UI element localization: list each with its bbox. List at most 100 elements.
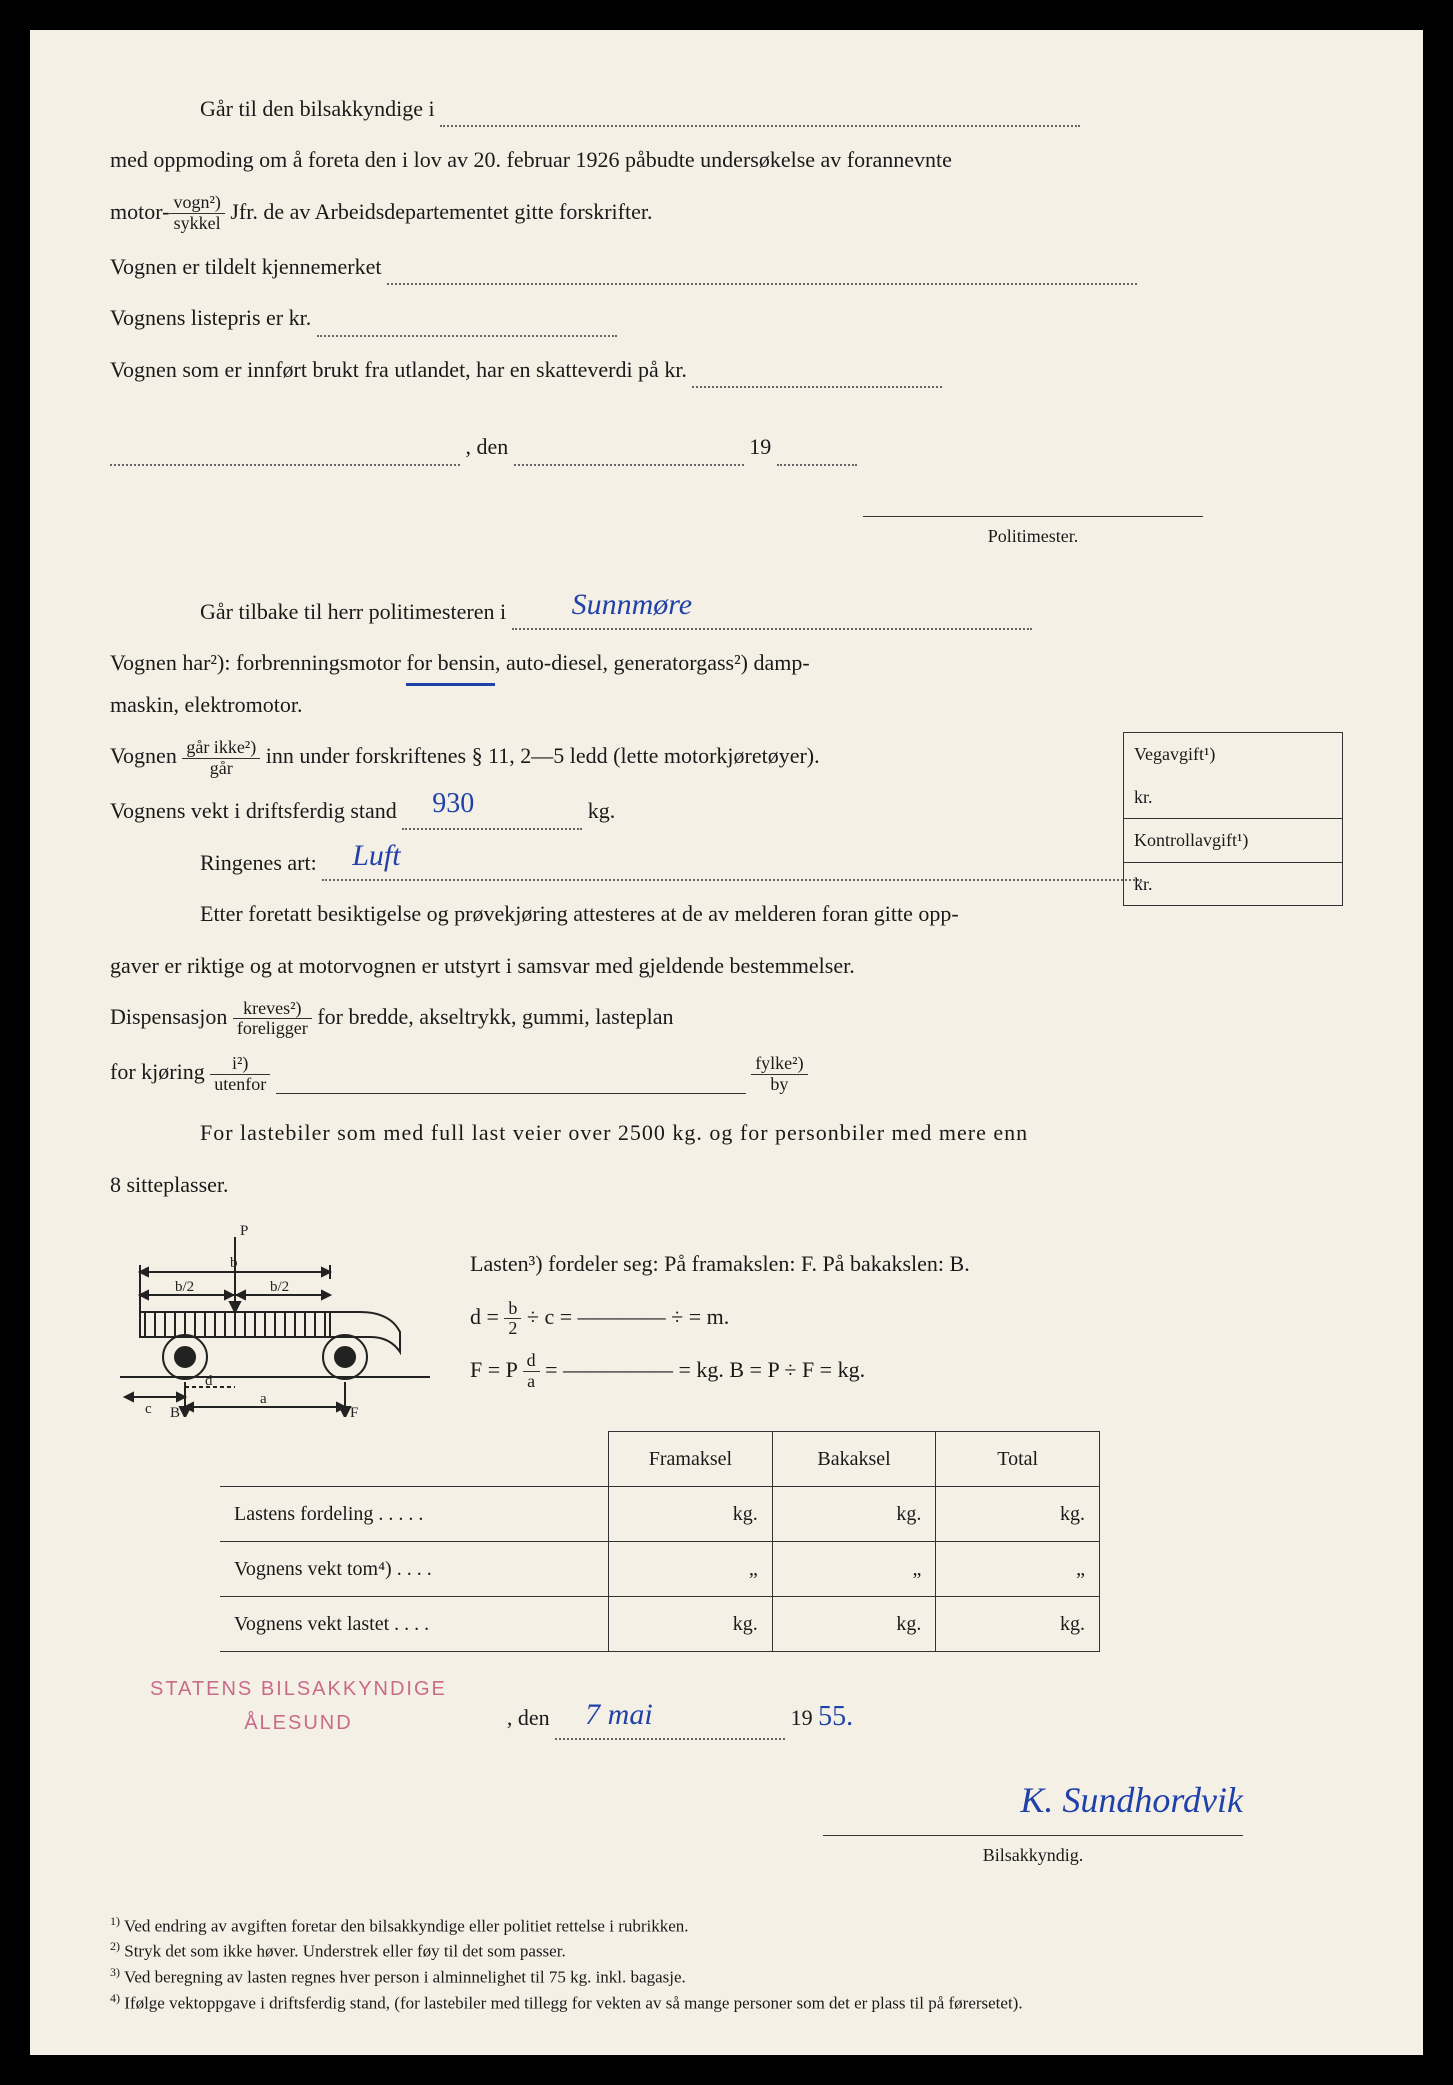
line-tilbake: Går tilbake til herr politimesteren i Su… xyxy=(110,593,1343,630)
date-line-2: , den 7 mai 19 55. xyxy=(507,1693,853,1741)
frac-top: d xyxy=(523,1351,540,1372)
frac-top: fylke²) xyxy=(751,1054,807,1075)
frac-top: går ikke²) xyxy=(182,738,260,759)
blank-ringene[interactable]: Luft xyxy=(322,857,1142,881)
text: for kjøring xyxy=(110,1059,210,1084)
cell[interactable]: kg. xyxy=(936,1597,1100,1652)
truck-diagram: P b b/2 b/2 c d a B F xyxy=(110,1217,440,1417)
frac-b2: b2 xyxy=(504,1299,521,1340)
line-lastebiler-2: 8 sitteplasser. xyxy=(110,1166,1343,1203)
cell[interactable]: „ xyxy=(609,1542,773,1597)
vegavgift-title: Vegavgift¹) xyxy=(1124,733,1342,776)
text: Dispensasjon xyxy=(110,1004,233,1029)
footnote-3: 3) Ved beregning av lasten regnes hver p… xyxy=(110,1964,1343,1990)
line-motortype: Vognen har²): forbrenningsmotor for bens… xyxy=(110,644,1343,723)
label-b2a: b/2 xyxy=(175,1279,194,1295)
table-row: Vognens vekt lastet . . . . kg. kg. kg. xyxy=(220,1597,1100,1652)
frac-gaar: går ikke²)går xyxy=(182,738,260,779)
handwritten-tire: Luft xyxy=(352,830,400,881)
frac-top: kreves²) xyxy=(233,999,312,1020)
handwritten-weight: 930 xyxy=(432,780,474,828)
blank-politimesteren[interactable]: Sunnmøre xyxy=(512,606,1032,630)
text: maskin, elektromotor. xyxy=(110,692,302,717)
frac-bot: by xyxy=(751,1075,807,1095)
text: Vognen xyxy=(110,743,182,768)
frac-da: da xyxy=(523,1351,540,1392)
cell[interactable]: kg. xyxy=(609,1597,773,1652)
frac-bot: sykkel xyxy=(169,214,224,234)
text: Vognen er tildelt kjennemerket xyxy=(110,254,381,279)
blank-kjennemerke[interactable] xyxy=(387,261,1137,285)
stamp-line-2: ÅLESUND xyxy=(150,1706,447,1740)
row-tom: Vognens vekt tom⁴) . . . . xyxy=(220,1542,609,1597)
blank-day-2[interactable]: 7 mai xyxy=(555,1716,785,1740)
table-row: Lastens fordeling . . . . . kg. kg. kg. xyxy=(220,1487,1100,1542)
line-lastebiler-1: For lastebiler som med full last veier o… xyxy=(110,1114,1343,1151)
cell[interactable]: kg. xyxy=(609,1487,773,1542)
text: , den xyxy=(466,434,509,459)
underlined-bensin: for bensin xyxy=(406,644,495,685)
signature-politimester: Politimester. xyxy=(863,516,1203,552)
frac-bot: foreligger xyxy=(233,1019,312,1039)
line-attest-2: gaver er riktige og at motorvognen er ut… xyxy=(110,947,1343,984)
frac-kreves: kreves²)foreligger xyxy=(233,999,312,1040)
cell[interactable]: kg. xyxy=(772,1597,936,1652)
table-row: Vognens vekt tom⁴) . . . . „ „ „ xyxy=(220,1542,1100,1597)
text: Ved beregning av lasten regnes hver pers… xyxy=(124,1968,686,1987)
text: Stryk det som ikke høver. Understrek ell… xyxy=(124,1942,565,1961)
formula-F: F = P da = ————— = kg. B = P ÷ F = kg. xyxy=(470,1344,1343,1397)
row-lastet: Vognens vekt lastet . . . . xyxy=(220,1597,609,1652)
frac-bot: 2 xyxy=(504,1319,521,1339)
cell[interactable]: „ xyxy=(772,1542,936,1597)
text: Ifølge vektoppgave i driftsferdig stand,… xyxy=(124,1993,1022,2012)
line-oppmoding: med oppmoding om å foreta den i lov av 2… xyxy=(110,141,1343,178)
label-d: d xyxy=(205,1373,213,1389)
line-dispensasjon: Dispensasjon kreves²)foreligger for bred… xyxy=(110,998,1343,1039)
text: 19 xyxy=(791,1705,813,1730)
frac-i-utenfor: i²)utenfor xyxy=(210,1054,270,1095)
label-b2b: b/2 xyxy=(270,1279,289,1295)
blank-skatteverdi[interactable] xyxy=(692,364,942,388)
frac-top: b xyxy=(504,1299,521,1320)
text: ÷ c = ———— ÷ = m. xyxy=(521,1304,729,1329)
stamp-date-row: STATENS BILSAKKYNDIGE ÅLESUND , den 7 ma… xyxy=(110,1672,1343,1740)
handwritten-year: 55. xyxy=(818,1701,853,1732)
text: d = xyxy=(470,1304,504,1329)
cell[interactable]: kg. xyxy=(772,1487,936,1542)
label-b: b xyxy=(230,1255,238,1271)
blank-place-1[interactable] xyxy=(110,441,460,465)
line-kjennemerket: Vognen er tildelt kjennemerket xyxy=(110,248,1343,285)
blank-area[interactable] xyxy=(276,1093,746,1094)
col-framaksel: Framaksel xyxy=(609,1432,773,1487)
line-skatteverdi: Vognen som er innført brukt fra utlandet… xyxy=(110,351,1343,388)
blank-vekt[interactable]: 930 xyxy=(402,806,582,830)
cell[interactable]: „ xyxy=(936,1542,1100,1597)
label-c: c xyxy=(145,1401,152,1417)
label-F: F xyxy=(350,1405,358,1417)
vegavgift-kr: kr. xyxy=(1124,776,1342,819)
text: Jfr. de av Arbeidsdepartementet gitte fo… xyxy=(230,199,652,224)
text: Ringenes art: xyxy=(200,850,317,875)
sig-block-1: Politimester. xyxy=(110,516,1203,553)
text: , auto-diesel, generatorgass²) damp- xyxy=(495,650,810,675)
sig-block-2: K. Sundhordvik Bilsakkyndig. xyxy=(110,1770,1243,1873)
text: 19 xyxy=(749,434,771,459)
frac-bot: går xyxy=(182,759,260,779)
footnote-2: 2) Stryk det som ikke høver. Understrek … xyxy=(110,1938,1343,1964)
blank-authority[interactable] xyxy=(440,103,1080,127)
blank-day-1[interactable] xyxy=(514,441,744,465)
blank-year-1[interactable] xyxy=(777,441,857,465)
text: inn under forskriftenes § 11, 2—5 ledd (… xyxy=(266,743,820,768)
stamp-line-1: STATENS BILSAKKYNDIGE xyxy=(150,1672,447,1706)
text: F = P xyxy=(470,1357,523,1382)
text: Ved endring av avgiften foretar den bils… xyxy=(124,1916,689,1935)
signature-bilsakkyndig: Bilsakkyndig. xyxy=(823,1835,1243,1871)
blank-listepris[interactable] xyxy=(317,313,617,337)
formula-column: Lasten³) fordeler seg: På framakslen: F.… xyxy=(470,1238,1343,1396)
frac-bot: utenfor xyxy=(210,1075,270,1095)
cell[interactable]: kg. xyxy=(936,1487,1100,1542)
line-motor: motor-vogn²)sykkel Jfr. de av Arbeidsdep… xyxy=(110,193,1343,234)
kontrollavgift-kr: kr. xyxy=(1124,863,1342,906)
footnotes: 1) Ved endring av avgiften foretar den b… xyxy=(110,1913,1343,2015)
text: Vognens vekt i driftsferdig stand xyxy=(110,798,397,823)
